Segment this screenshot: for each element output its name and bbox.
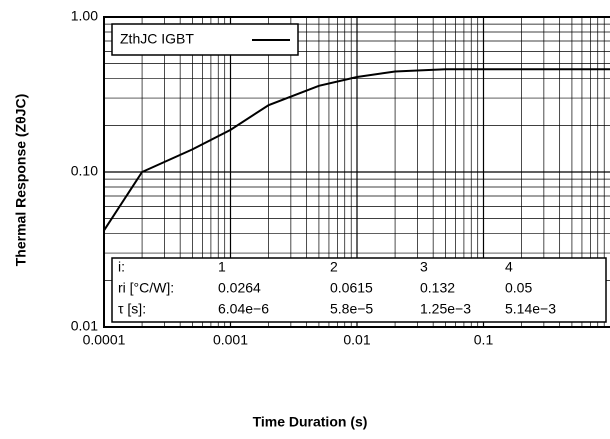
table-cell: 4: [505, 259, 513, 275]
legend-label: ZthJC IGBT: [120, 31, 194, 47]
table-cell: 0.0264: [218, 280, 261, 296]
y-tick-label: 0.01: [71, 318, 98, 334]
table-cell: 5.14e−3: [505, 301, 556, 317]
y-tick-label: 1.00: [71, 8, 98, 24]
table-cell: i:: [118, 259, 125, 275]
table-cell: ri [°C/W]:: [118, 280, 174, 296]
x-tick-label: 0.1: [474, 332, 494, 348]
line: [103, 68, 610, 231]
y-axis-label: Thermal Response (ZθJC): [13, 94, 29, 267]
table-box: [111, 257, 607, 323]
table-cell: 1.25e−3: [420, 301, 471, 317]
table-cell: 6.04e−6: [218, 301, 269, 317]
table-cell: 0.0615: [330, 280, 373, 296]
table-cell: 0.132: [420, 280, 455, 296]
table-cell: 0.05: [505, 280, 532, 296]
x-tick-label: 0.0001: [83, 332, 126, 348]
table-cell: 2: [330, 259, 338, 275]
x-tick-label: 0.01: [343, 332, 370, 348]
y-tick-label: 0.10: [71, 163, 98, 179]
x-tick-label: 0.001: [213, 332, 248, 348]
table-cell: 5.8e−5: [330, 301, 373, 317]
plot-frame: [103, 16, 610, 328]
x-axis-label: Time Duration (s): [253, 414, 368, 430]
table-cell: τ [s]:: [118, 301, 146, 317]
table-cell: 3: [420, 259, 428, 275]
table-cell: 1: [218, 259, 226, 275]
